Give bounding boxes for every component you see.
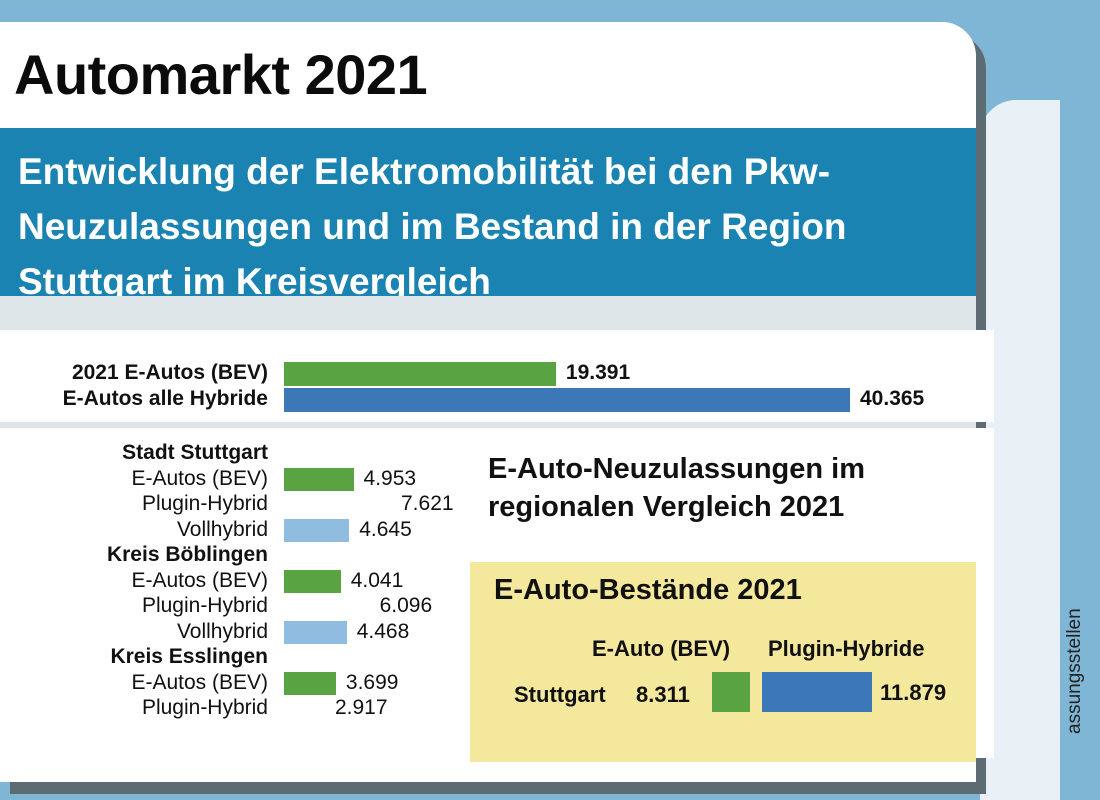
totals-label: E-Autos alle Hybride bbox=[62, 387, 268, 410]
region-value: 4.041 bbox=[350, 568, 404, 592]
region-category-label: Plugin-Hybrid bbox=[141, 492, 268, 515]
region-category-label: Plugin-Hybrid bbox=[141, 696, 268, 719]
region-group-label: Kreis Böblingen bbox=[106, 543, 268, 566]
region-bar bbox=[284, 595, 370, 618]
stock-box: E-Auto-Bestände 2021 E-Auto (BEV) Plugin… bbox=[470, 562, 976, 762]
page-title: Automarkt 2021 bbox=[14, 43, 428, 106]
region-category-label: Vollhybrid bbox=[176, 619, 268, 643]
region-bar bbox=[284, 671, 336, 695]
stock-bev-value: 8.311 bbox=[636, 682, 690, 707]
stock-plugin-value: 11.879 bbox=[880, 680, 947, 705]
subtitle-banner: Entwicklung der Elektromobilität bei den… bbox=[0, 128, 976, 318]
region-value: 3.699 bbox=[345, 670, 399, 694]
totals-label: 2021 E-Autos (BEV) bbox=[71, 361, 268, 384]
region-value: 6.096 bbox=[379, 594, 433, 617]
subtitle: Entwicklung der Elektromobilität bei den… bbox=[18, 151, 847, 302]
totals-bar bbox=[284, 388, 850, 412]
region-value: 7.621 bbox=[401, 492, 454, 515]
stock-plugin-bar bbox=[762, 672, 872, 712]
region-category-label: Plugin-Hybrid bbox=[141, 594, 268, 617]
region-group-label: Stadt Stuttgart bbox=[122, 441, 268, 464]
totals-value: 40.365 bbox=[860, 387, 925, 410]
side-caption: assungsstellen bbox=[1064, 608, 1085, 734]
region-bar bbox=[284, 697, 325, 720]
region-value: 4.468 bbox=[356, 619, 410, 643]
region-bar bbox=[284, 493, 391, 516]
stock-legend-plugin: Plugin-Hybride bbox=[768, 636, 925, 661]
regional-chart-title: E-Auto-Neuzulassungen im regionalen Verg… bbox=[488, 453, 866, 523]
region-bar bbox=[284, 467, 354, 491]
region-bar bbox=[284, 620, 347, 644]
region-bar bbox=[284, 569, 341, 593]
stock-row-label: Stuttgart bbox=[514, 682, 606, 707]
stock-title: E-Auto-Bestände 2021 bbox=[494, 574, 802, 606]
region-value: 4.953 bbox=[363, 466, 417, 490]
region-bar bbox=[284, 518, 350, 542]
region-value: 2.917 bbox=[334, 696, 388, 719]
stock-bev-bar bbox=[712, 672, 751, 712]
stock-legend-bev: E-Auto (BEV) bbox=[592, 636, 731, 661]
totals-bar bbox=[284, 362, 556, 386]
region-group-label: Kreis Esslingen bbox=[110, 645, 268, 668]
region-category-label: E-Autos (BEV) bbox=[131, 670, 268, 694]
region-category-label: E-Autos (BEV) bbox=[131, 568, 268, 592]
region-category-label: E-Autos (BEV) bbox=[131, 466, 268, 490]
totals-value: 19.391 bbox=[565, 361, 631, 384]
region-category-label: Vollhybrid bbox=[176, 517, 268, 541]
region-value: 4.645 bbox=[359, 517, 412, 541]
